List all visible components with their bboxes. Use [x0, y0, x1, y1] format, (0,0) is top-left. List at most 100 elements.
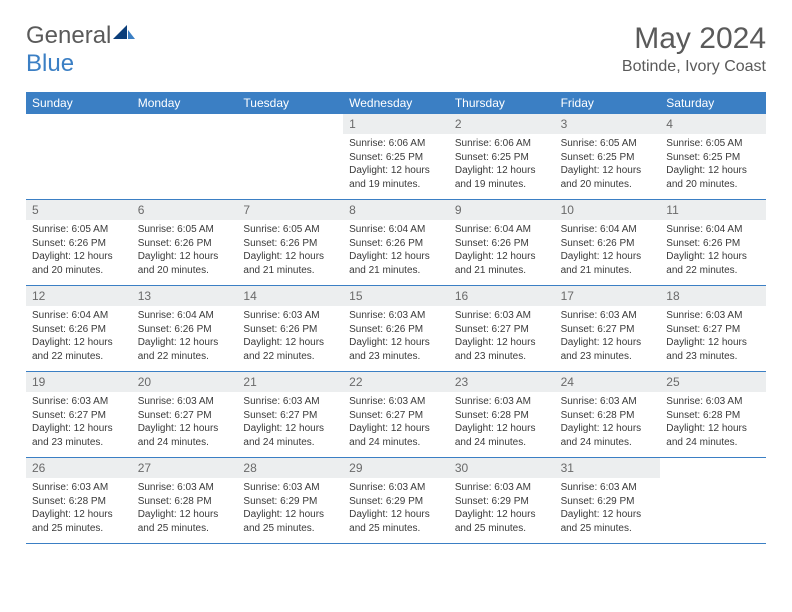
- daylight-2: and 25 minutes.: [243, 522, 337, 536]
- day-info: Sunrise: 6:03 AMSunset: 6:26 PMDaylight:…: [237, 309, 343, 363]
- daylight-2: and 21 minutes.: [243, 264, 337, 278]
- logo-sail-icon: [113, 25, 137, 43]
- daylight-1: Daylight: 12 hours: [349, 422, 443, 436]
- daylight-1: Daylight: 12 hours: [455, 508, 549, 522]
- daylight-2: and 20 minutes.: [666, 178, 760, 192]
- day-info: Sunrise: 6:03 AMSunset: 6:27 PMDaylight:…: [26, 395, 132, 449]
- sunrise: Sunrise: 6:03 AM: [32, 395, 126, 409]
- sunset: Sunset: 6:28 PM: [561, 409, 655, 423]
- day-info: Sunrise: 6:03 AMSunset: 6:28 PMDaylight:…: [26, 481, 132, 535]
- daylight-2: and 20 minutes.: [561, 178, 655, 192]
- sunset: Sunset: 6:26 PM: [349, 237, 443, 251]
- day-number: 22: [343, 372, 449, 392]
- daylight-2: and 22 minutes.: [32, 350, 126, 364]
- day-number: 28: [237, 458, 343, 478]
- weekday-saturday: Saturday: [660, 92, 766, 114]
- day-number: 30: [449, 458, 555, 478]
- logo-text-blue: Blue: [26, 50, 74, 77]
- daylight-1: Daylight: 12 hours: [349, 508, 443, 522]
- sunrise: Sunrise: 6:06 AM: [349, 137, 443, 151]
- daylight-1: Daylight: 12 hours: [666, 164, 760, 178]
- day-number: 4: [660, 114, 766, 134]
- day-cell: 13Sunrise: 6:04 AMSunset: 6:26 PMDayligh…: [132, 286, 238, 371]
- day-info: Sunrise: 6:03 AMSunset: 6:29 PMDaylight:…: [449, 481, 555, 535]
- daylight-2: and 24 minutes.: [349, 436, 443, 450]
- weekday-sunday: Sunday: [26, 92, 132, 114]
- day-number: 6: [132, 200, 238, 220]
- daylight-2: and 19 minutes.: [349, 178, 443, 192]
- day-number: 10: [555, 200, 661, 220]
- day-cell: 20Sunrise: 6:03 AMSunset: 6:27 PMDayligh…: [132, 372, 238, 457]
- sunset: Sunset: 6:25 PM: [666, 151, 760, 165]
- day-cell: 5Sunrise: 6:05 AMSunset: 6:26 PMDaylight…: [26, 200, 132, 285]
- day-number: 17: [555, 286, 661, 306]
- sunrise: Sunrise: 6:03 AM: [561, 481, 655, 495]
- daylight-1: Daylight: 12 hours: [138, 422, 232, 436]
- sunset: Sunset: 6:25 PM: [455, 151, 549, 165]
- daylight-1: Daylight: 12 hours: [349, 336, 443, 350]
- day-info: Sunrise: 6:03 AMSunset: 6:29 PMDaylight:…: [237, 481, 343, 535]
- daylight-1: Daylight: 12 hours: [138, 336, 232, 350]
- sunrise: Sunrise: 6:06 AM: [455, 137, 549, 151]
- day-number: [660, 458, 766, 464]
- daylight-1: Daylight: 12 hours: [32, 422, 126, 436]
- sunrise: Sunrise: 6:03 AM: [138, 395, 232, 409]
- sunset: Sunset: 6:26 PM: [349, 323, 443, 337]
- week-row: 12Sunrise: 6:04 AMSunset: 6:26 PMDayligh…: [26, 286, 766, 372]
- day-cell: 10 Sunrise: 6:04 AMSunset: 6:26 PMDayligh…: [555, 200, 661, 285]
- day-cell: 2Sunrise: 6:06 AMSunset: 6:25 PMDaylight…: [449, 114, 555, 199]
- sunrise: Sunrise: 6:03 AM: [138, 481, 232, 495]
- daylight-1: Daylight: 12 hours: [666, 422, 760, 436]
- daylight-2: and 25 minutes.: [455, 522, 549, 536]
- day-cell: 7 Sunrise: 6:05 AMSunset: 6:26 PMDaylight…: [237, 200, 343, 285]
- sunset: Sunset: 6:26 PM: [243, 237, 337, 251]
- day-cell: [26, 114, 132, 199]
- sunrise: Sunrise: 6:03 AM: [32, 481, 126, 495]
- daylight-1: Daylight: 12 hours: [455, 250, 549, 264]
- daylight-2: and 23 minutes.: [32, 436, 126, 450]
- daylight-2: and 21 minutes.: [455, 264, 549, 278]
- daylight-2: and 20 minutes.: [32, 264, 126, 278]
- sunrise: Sunrise: 6:05 AM: [561, 137, 655, 151]
- sunset: Sunset: 6:26 PM: [243, 323, 337, 337]
- day-info: Sunrise: 6:03 AMSunset: 6:28 PMDaylight:…: [660, 395, 766, 449]
- sunset: Sunset: 6:26 PM: [561, 237, 655, 251]
- daylight-2: and 25 minutes.: [561, 522, 655, 536]
- day-info: Sunrise: 6:05 AMSunset: 6:26 PMDaylight:…: [237, 223, 343, 277]
- sunrise: Sunrise: 6:05 AM: [32, 223, 126, 237]
- day-cell: 25Sunrise: 6:03 AMSunset: 6:28 PMDayligh…: [660, 372, 766, 457]
- day-info: Sunrise: 6:03 AMSunset: 6:29 PMDaylight:…: [343, 481, 449, 535]
- sunset: Sunset: 6:25 PM: [349, 151, 443, 165]
- calendar: Sunday Monday Tuesday Wednesday Thursday…: [26, 92, 766, 544]
- day-info: Sunrise: 6:03 AMSunset: 6:27 PMDaylight:…: [343, 395, 449, 449]
- day-cell: 3Sunrise: 6:05 AMSunset: 6:25 PMDaylight…: [555, 114, 661, 199]
- day-number: 19: [26, 372, 132, 392]
- daylight-1: Daylight: 12 hours: [243, 336, 337, 350]
- day-cell: 29Sunrise: 6:03 AMSunset: 6:29 PMDayligh…: [343, 458, 449, 543]
- sunset: Sunset: 6:26 PM: [138, 323, 232, 337]
- weekday-monday: Monday: [132, 92, 238, 114]
- daylight-1: Daylight: 12 hours: [561, 422, 655, 436]
- sunrise: Sunrise: 6:03 AM: [349, 481, 443, 495]
- sunset: Sunset: 6:26 PM: [32, 323, 126, 337]
- daylight-1: Daylight: 12 hours: [455, 422, 549, 436]
- day-info: Sunrise: 6:03 AMSunset: 6:26 PMDaylight:…: [343, 309, 449, 363]
- daylight-2: and 23 minutes.: [349, 350, 443, 364]
- day-number: 27: [132, 458, 238, 478]
- day-number: 7: [237, 200, 343, 220]
- daylight-2: and 22 minutes.: [243, 350, 337, 364]
- day-info: Sunrise: 6:04 AMSunset: 6:26 PMDaylight:…: [555, 223, 661, 277]
- sunset: Sunset: 6:26 PM: [666, 237, 760, 251]
- day-number: 16: [449, 286, 555, 306]
- sunrise: Sunrise: 6:03 AM: [666, 309, 760, 323]
- day-info: Sunrise: 6:04 AMSunset: 6:26 PMDaylight:…: [660, 223, 766, 277]
- day-number: 20: [132, 372, 238, 392]
- sunset: Sunset: 6:26 PM: [455, 237, 549, 251]
- daylight-1: Daylight: 12 hours: [138, 508, 232, 522]
- daylight-2: and 22 minutes.: [666, 264, 760, 278]
- day-number: 24: [555, 372, 661, 392]
- daylight-1: Daylight: 12 hours: [561, 508, 655, 522]
- day-info: Sunrise: 6:03 AMSunset: 6:29 PMDaylight:…: [555, 481, 661, 535]
- sunrise: Sunrise: 6:03 AM: [455, 481, 549, 495]
- day-number: 15: [343, 286, 449, 306]
